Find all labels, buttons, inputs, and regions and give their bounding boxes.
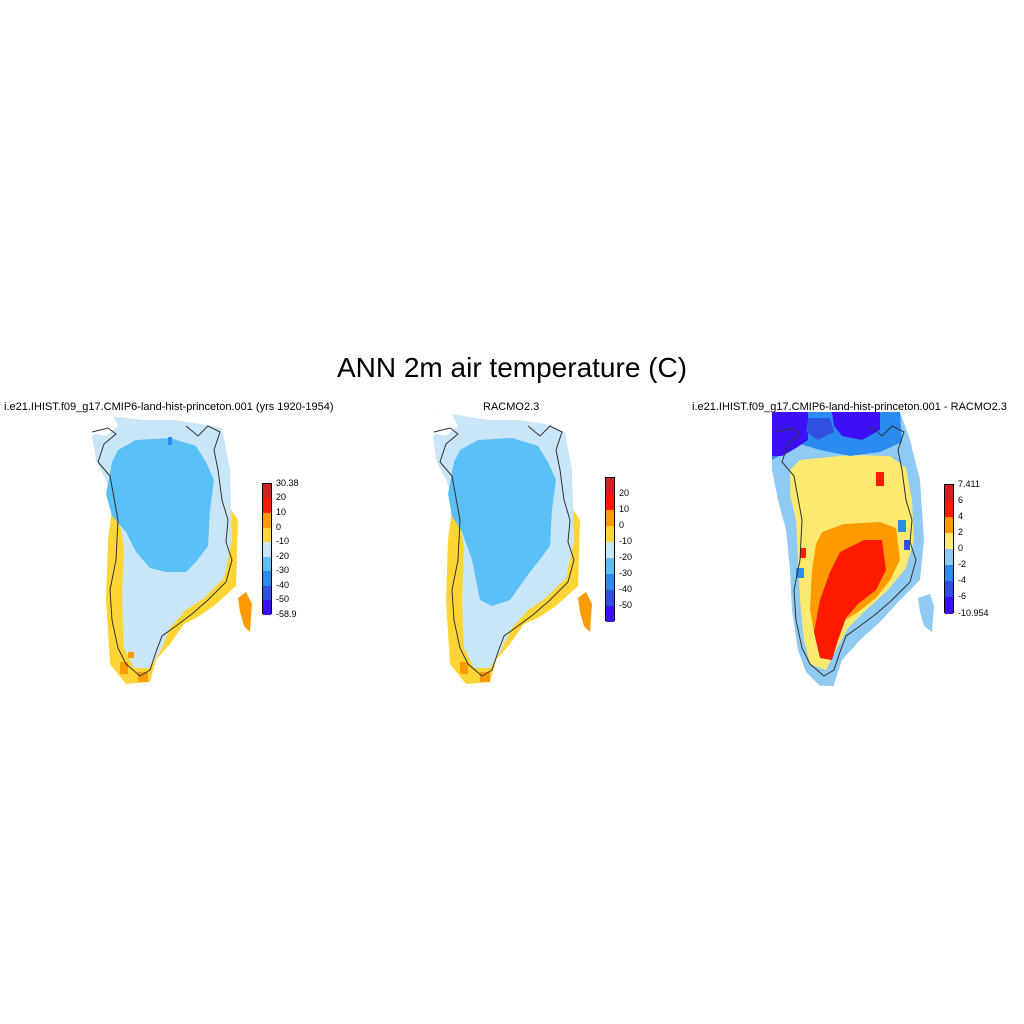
colorbar-2-label: -40 [619,584,633,594]
colorbar-1-label: -50 [276,594,290,604]
colorbar-1-label: -20 [276,551,290,561]
colorbar-3-label: 4 [958,511,964,521]
colorbar-3-bar [944,484,954,614]
colorbar-2-label: 0 [619,520,625,530]
colorbar-2-label: 10 [619,504,630,514]
colorbar-2-label: -20 [619,552,633,562]
map-panel-3 [772,412,934,686]
colorbar-1-label: 0 [276,522,282,532]
panel-1-title: i.e21.IHIST.f09_g17.CMIP6-land-hist-prin… [4,401,334,413]
colorbar-1-label: 10 [276,507,287,517]
colorbar-3-label: -6 [958,591,967,601]
colorbar-3-label: 7.411 [958,479,980,489]
colorbar-3-label: 2 [958,527,964,537]
colorbar-2-label: -10 [619,536,633,546]
colorbar-1-label: -58.9 [276,609,297,619]
colorbar-1-label: 30.38 [276,478,299,488]
map-panel-1 [88,412,252,684]
figure-title: ANN 2m air temperature (C) [336,352,688,383]
colorbar-2-label: -50 [619,600,633,610]
colorbar-3-label: -2 [958,559,967,569]
colorbar-1-bar [262,483,272,615]
colorbar-3-label: 6 [958,495,964,505]
map-panel-2 [430,412,592,684]
colorbar-1-label: 20 [276,492,287,502]
colorbar-2-label: -30 [619,568,633,578]
colorbar-3-label: -10.954 [958,608,989,618]
colorbar-2-label: 20 [619,488,630,498]
colorbar-1-label: -10 [276,536,290,546]
colorbar-3-label: 0 [958,543,964,553]
colorbar-2-bar [605,477,615,622]
colorbar-1-label: -30 [276,565,290,575]
panel-2-title: RACMO2.3 [483,401,540,413]
colorbar-1-label: -40 [276,580,290,590]
panel-3-title: i.e21.IHIST.f09_g17.CMIP6-land-hist-prin… [692,401,1007,413]
colorbar-3-label: -4 [958,575,967,585]
